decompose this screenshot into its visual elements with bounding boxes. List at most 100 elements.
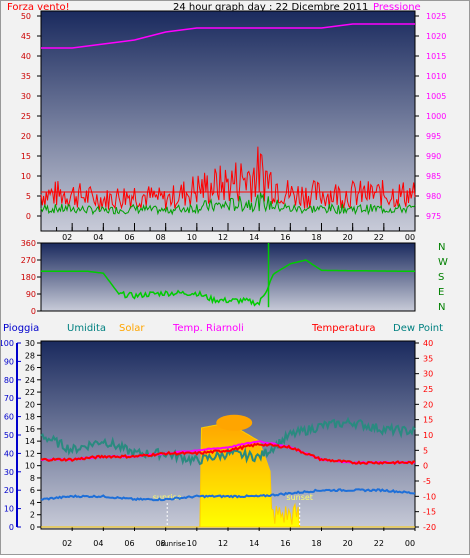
temp-tick-label: 40 — [423, 339, 433, 348]
solar-tick-label: 28 — [25, 351, 35, 360]
top-x-tick-label: 06 — [124, 233, 134, 242]
mid-left-tick-label: 360 — [21, 239, 36, 248]
temp-tick-label: 10 — [423, 431, 433, 440]
solar-peak — [216, 414, 253, 431]
rain-tick-label: 10 — [4, 505, 14, 514]
compass-label: W — [438, 257, 448, 268]
rain-tick-label: 80 — [4, 376, 14, 385]
top-left-tick-label: 10 — [21, 172, 31, 181]
rain-tick-label: 40 — [4, 449, 14, 458]
rain-tick-label: 20 — [4, 486, 14, 495]
top-x-tick-label: 22 — [374, 233, 384, 242]
temp-tick-label: -20 — [423, 523, 436, 532]
top-right-tick-label: 1025 — [426, 12, 446, 21]
top-left-tick-label: 5 — [26, 192, 31, 201]
rain-tick-label: 90 — [4, 357, 14, 366]
compass-label: N — [438, 302, 445, 313]
top-right-tick-label: 995 — [426, 132, 441, 141]
bottom-x-tick-label: 04 — [93, 539, 103, 548]
top-right-tick-label: 1005 — [426, 92, 446, 101]
chart-title: 24 hour graph day : 22 Dicembre 2011 — [173, 2, 368, 13]
top-x-tick-label: 14 — [249, 233, 259, 242]
top-x-tick-label: 08 — [156, 233, 166, 242]
bottom-x-tick-label: 14 — [249, 539, 259, 548]
humidity-label: Umidita — [67, 323, 106, 334]
solar-tick-label: 16 — [25, 425, 35, 434]
compass-label: N — [438, 242, 445, 253]
top-left-tick-label: 40 — [21, 52, 31, 61]
bottom-x-tick-label: 02 — [62, 539, 72, 548]
solar-tick-label: 8 — [30, 474, 35, 483]
solar-tick-label: 22 — [25, 388, 35, 397]
sunrise-label: sunrise — [153, 493, 182, 502]
mid-plot-area — [40, 242, 416, 312]
dewpoint-label: Dew Point — [393, 323, 443, 334]
solar-tick-label: 26 — [25, 364, 35, 373]
series-wind-direction — [41, 259, 415, 307]
solar-tick-label: 18 — [25, 413, 35, 422]
top-right-tick-label: 985 — [426, 172, 441, 181]
bottom-x-tick-label: 12 — [218, 539, 228, 548]
top-right-tick-label: 1010 — [426, 72, 446, 81]
top-left-tick-label: 0 — [26, 212, 31, 221]
bottom-x-tick-label: 22 — [374, 539, 384, 548]
top-left-tick-label: 25 — [21, 112, 31, 121]
temp-tick-label: 5 — [423, 446, 428, 455]
top-x-tick-label: 02 — [62, 233, 72, 242]
temp-tick-label: 15 — [423, 416, 433, 425]
solar-tick-label: 20 — [25, 400, 35, 409]
rain-tick-label: 70 — [4, 394, 14, 403]
solar-tick-label: 0 — [30, 523, 35, 532]
top-x-tick-label: 04 — [93, 233, 103, 242]
top-left-tick-label: 35 — [21, 72, 31, 81]
temp-tick-label: 30 — [423, 370, 433, 379]
bottom-x-tick-label: 20 — [343, 539, 353, 548]
series-pressure — [41, 23, 415, 49]
top-left-tick-label: 15 — [21, 152, 31, 161]
rain-tick-label: 50 — [4, 431, 14, 440]
temp-tick-label: 25 — [423, 385, 433, 394]
sunset-label: sunset — [286, 493, 313, 502]
top-x-tick-label: 16 — [280, 233, 290, 242]
solar-tick-label: 30 — [25, 339, 35, 348]
bottom-x-tick-label: 00 — [405, 539, 415, 548]
mid-left-tick-label: 270 — [21, 256, 36, 265]
mid-left-tick-label: 180 — [21, 273, 36, 282]
compass-label: E — [438, 287, 444, 298]
top-right-tick-label: 1020 — [426, 32, 446, 41]
temp-tick-label: 20 — [423, 400, 433, 409]
bottom-x-tick-label: 16 — [280, 539, 290, 548]
top-right-tick-label: 1000 — [426, 112, 446, 121]
bottom-x-tick-label: 06 — [124, 539, 134, 548]
temp-tick-label: -15 — [423, 508, 436, 517]
temp-tick-label: -5 — [423, 477, 431, 486]
rain-tick-label: 60 — [4, 413, 14, 422]
top-left-tick-label: 30 — [21, 92, 31, 101]
rain-tick-label: 30 — [4, 468, 14, 477]
series-wind-gust — [40, 146, 416, 211]
top-right-tick-label: 1015 — [426, 52, 446, 61]
temperature-label: Temperatura — [311, 323, 376, 334]
rain-label: Pioggia — [3, 323, 39, 334]
temp-tick-label: -10 — [423, 492, 436, 501]
top-left-tick-label: 50 — [21, 12, 31, 21]
top-right-tick-label: 990 — [426, 152, 441, 161]
top-right-tick-label: 975 — [426, 212, 441, 221]
series-temperature — [40, 442, 416, 466]
solar-label: Solar — [119, 323, 145, 334]
bottom-x-tick-label: 08 — [156, 539, 166, 548]
wind-label: Forza vento! — [7, 2, 70, 13]
compass-label: S — [438, 272, 444, 283]
series-dew-point — [40, 488, 416, 502]
solar-tick-label: 6 — [30, 486, 35, 495]
top-x-tick-label: 18 — [311, 233, 321, 242]
solar-tick-label: 2 — [30, 511, 35, 520]
bottom-x-tick-label: 18 — [311, 539, 321, 548]
top-x-tick-label: 00 — [405, 233, 415, 242]
temp-cold-label: Temp. Riarnoli — [172, 323, 244, 334]
top-left-tick-label: 20 — [21, 132, 31, 141]
solar-tick-label: 4 — [30, 498, 35, 507]
top-x-tick-label: 10 — [187, 233, 197, 242]
